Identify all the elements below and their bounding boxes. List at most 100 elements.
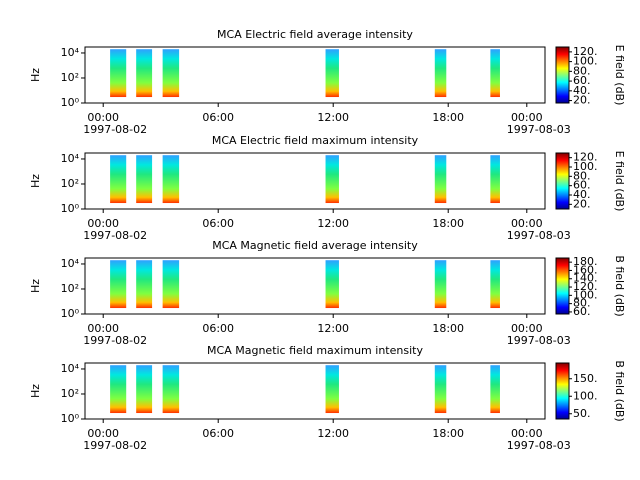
x-tick-label: 18:00: [432, 427, 464, 440]
colorbar-tick-label: 100.: [573, 288, 598, 301]
colorbar-tick-label: 60.: [573, 74, 591, 87]
data-segment: [325, 49, 339, 98]
colorbar: [555, 257, 570, 315]
y-tick-label: 10⁴: [61, 362, 80, 375]
start-date: 1997-08-02: [83, 123, 147, 136]
colorbar-tick-label: 80.: [573, 169, 591, 182]
y-tick-label: 10⁰: [61, 412, 80, 425]
panel-title: MCA Magnetic field average intensity: [212, 239, 418, 252]
y-tick-label: 10⁰: [61, 307, 80, 320]
x-tick-label: 00:00: [87, 427, 119, 440]
data-segment: [162, 155, 180, 204]
data-segment: [110, 260, 127, 309]
data-segment: [434, 49, 447, 98]
colorbar-tick-label: 50.: [573, 407, 591, 420]
colorbar-tick-label: 80.: [573, 64, 591, 77]
y-tick-label: 10⁴: [61, 152, 80, 165]
colorbar: [555, 46, 570, 104]
y-tick-label: 10⁰: [61, 202, 80, 215]
data-segment: [325, 365, 339, 414]
start-date: 1997-08-02: [83, 229, 147, 242]
x-tick-label: 18:00: [432, 111, 464, 124]
colorbar-tick-label: 40.: [573, 84, 591, 97]
colorbar-label: E field (dB): [613, 45, 626, 106]
y-axis-label: Hz: [29, 279, 42, 293]
colorbar-tick-label: 60.: [573, 179, 591, 192]
x-tick-label: 18:00: [432, 322, 464, 335]
data-segment: [325, 260, 339, 309]
data-segment: [136, 365, 153, 414]
x-tick-label: 12:00: [317, 322, 349, 335]
data-segment: [110, 49, 127, 98]
y-tick-label: 10⁰: [61, 96, 80, 109]
data-segment: [490, 260, 500, 309]
data-segment: [136, 260, 153, 309]
x-tick-label: 00:00: [87, 111, 119, 124]
end-date: 1997-08-03: [507, 439, 571, 452]
y-tick-label: 10²: [61, 282, 79, 295]
x-tick-label: 00:00: [511, 111, 543, 124]
colorbar-tick-label: 150.: [573, 372, 598, 385]
data-segment: [162, 365, 180, 414]
colorbar-tick-label: 20.: [573, 197, 591, 210]
colorbar-label: E field (dB): [613, 151, 626, 212]
data-segment: [136, 155, 153, 204]
data-segment: [162, 49, 180, 98]
y-axis-label: Hz: [29, 384, 42, 398]
data-segment: [434, 365, 447, 414]
colorbar-tick-label: 100.: [573, 55, 598, 68]
data-segment: [325, 155, 339, 204]
colorbar-tick-label: 40.: [573, 188, 591, 201]
x-tick-label: 12:00: [317, 427, 349, 440]
data-segment: [434, 155, 447, 204]
x-tick-label: 12:00: [317, 111, 349, 124]
colorbar-tick-label: 180.: [573, 255, 598, 268]
colorbar-tick-label: 60.: [573, 305, 591, 318]
data-segment: [490, 365, 500, 414]
data-segment: [136, 49, 153, 98]
y-axis-label: Hz: [29, 174, 42, 188]
start-date: 1997-08-02: [83, 439, 147, 452]
colorbar-tick-label: 120.: [573, 45, 598, 58]
colorbar-tick-label: 120.: [573, 280, 598, 293]
y-tick-label: 10⁴: [61, 257, 80, 270]
x-tick-label: 06:00: [202, 322, 234, 335]
data-segment: [490, 49, 500, 98]
x-tick-label: 06:00: [202, 217, 234, 230]
panel-title: MCA Electric field maximum intensity: [212, 134, 419, 147]
panel-title: MCA Magnetic field maximum intensity: [207, 344, 423, 357]
colorbar-tick-label: 20.: [573, 94, 591, 107]
x-tick-label: 12:00: [317, 217, 349, 230]
data-segment: [490, 155, 500, 204]
data-segment: [434, 260, 447, 309]
end-date: 1997-08-03: [507, 123, 571, 136]
axes-frame: [84, 46, 546, 104]
x-tick-label: 00:00: [511, 427, 543, 440]
start-date: 1997-08-02: [83, 334, 147, 347]
colorbar-label: B field (dB): [613, 360, 626, 421]
end-date: 1997-08-03: [507, 334, 571, 347]
colorbar: [555, 152, 570, 210]
axes-frame: [84, 362, 546, 420]
x-tick-label: 06:00: [202, 427, 234, 440]
colorbar-tick-label: 100.: [573, 389, 598, 402]
colorbar: [555, 362, 570, 420]
data-segment: [162, 260, 180, 309]
colorbar-tick-label: 140.: [573, 272, 598, 285]
y-axis-label: Hz: [29, 68, 42, 82]
colorbar-tick-label: 120.: [573, 151, 598, 164]
end-date: 1997-08-03: [507, 229, 571, 242]
colorbar-tick-label: 160.: [573, 263, 598, 276]
data-segment: [110, 365, 127, 414]
x-tick-label: 18:00: [432, 217, 464, 230]
colorbar-label: B field (dB): [613, 255, 626, 316]
y-tick-label: 10²: [61, 177, 79, 190]
x-tick-label: 00:00: [511, 217, 543, 230]
y-tick-label: 10⁴: [61, 46, 80, 59]
colorbar-tick-label: 100.: [573, 160, 598, 173]
x-tick-label: 00:00: [87, 322, 119, 335]
x-tick-label: 06:00: [202, 111, 234, 124]
data-segment: [110, 155, 127, 204]
x-tick-label: 00:00: [511, 322, 543, 335]
